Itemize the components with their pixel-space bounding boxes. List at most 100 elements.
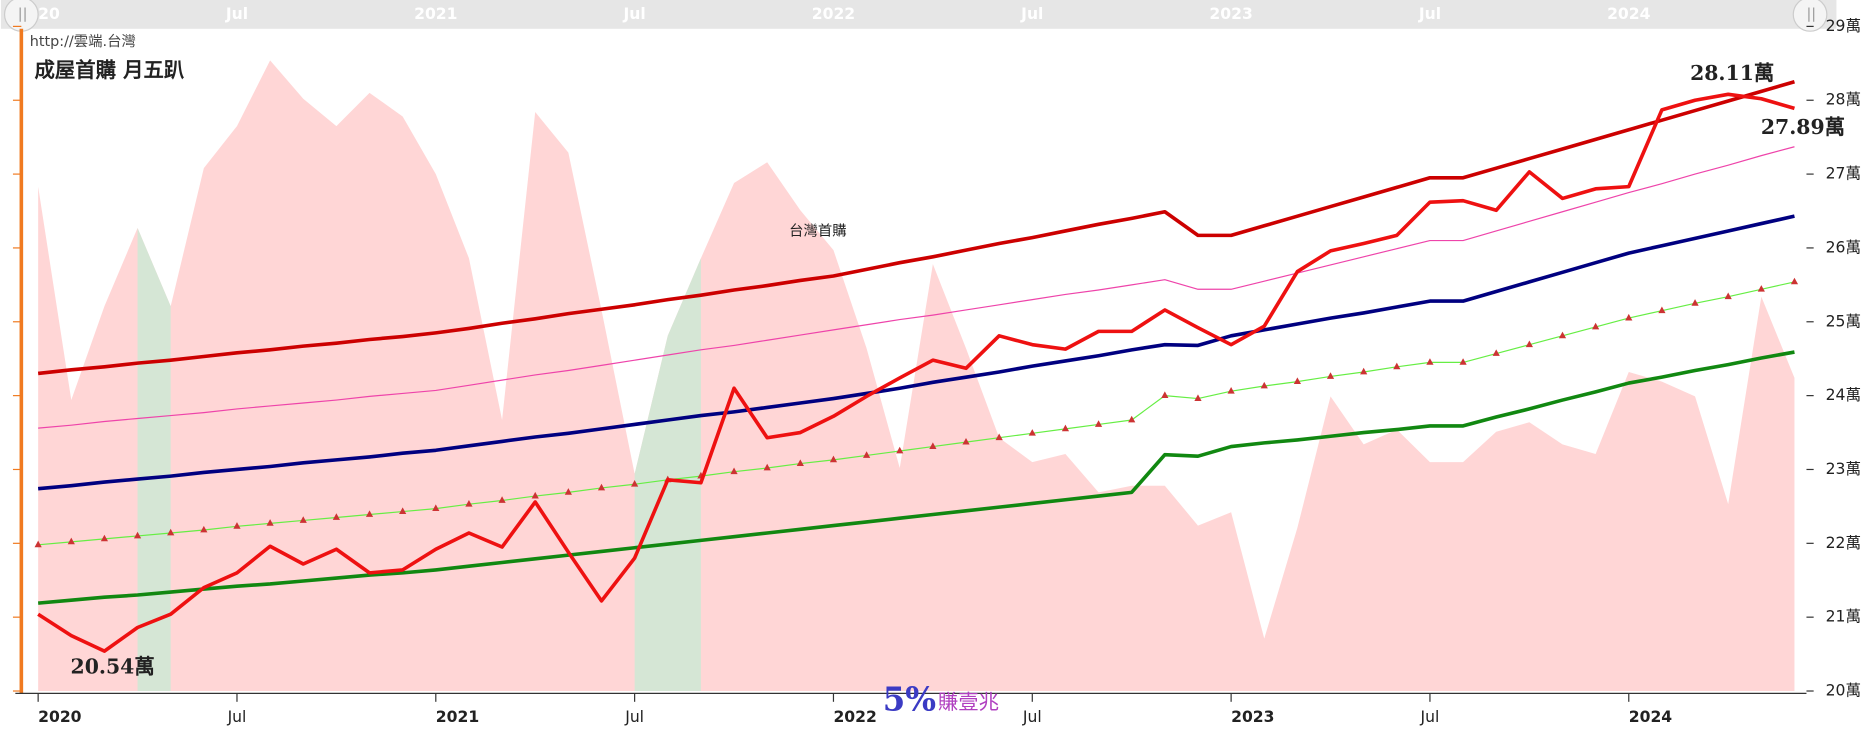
marker bbox=[299, 516, 307, 523]
marker bbox=[1790, 277, 1799, 285]
x-tick-label: Jul bbox=[227, 708, 247, 726]
marker bbox=[365, 510, 374, 517]
watermark: 5% bbox=[883, 680, 936, 718]
line bbox=[38, 281, 1795, 546]
marker bbox=[1592, 322, 1600, 330]
area bbox=[634, 258, 701, 692]
navigator-handle[interactable] bbox=[1792, 0, 1828, 32]
marker bbox=[67, 537, 75, 545]
y-tick-label: 24萬 bbox=[1826, 386, 1861, 404]
handle-grip: || bbox=[18, 6, 28, 22]
marker bbox=[465, 499, 473, 507]
marker bbox=[1625, 313, 1633, 321]
marker bbox=[730, 467, 738, 475]
marker bbox=[1128, 415, 1136, 423]
navigator-label: Jul bbox=[1418, 5, 1441, 23]
x-tick-label: Jul bbox=[1420, 708, 1440, 726]
marker bbox=[100, 534, 109, 542]
x-tick-label: 2023 bbox=[1231, 708, 1274, 726]
marker bbox=[1161, 391, 1169, 399]
navigator-label: 2021 bbox=[414, 5, 457, 23]
annotation: 28.11萬 bbox=[1690, 61, 1774, 85]
area bbox=[38, 60, 1795, 692]
marker bbox=[896, 446, 904, 454]
marker bbox=[1293, 377, 1301, 384]
navigator-label: Jul bbox=[623, 5, 646, 23]
marker bbox=[631, 480, 639, 487]
axes: 20萬 21萬 22萬 23萬 24萬 25萬 26萬 27萬 28萬 29萬 2020 Jul 202… bbox=[12, 17, 1861, 726]
marker bbox=[962, 437, 970, 445]
line bbox=[37, 92, 1795, 653]
marker bbox=[167, 528, 175, 536]
marker bbox=[1194, 394, 1202, 401]
plot-area bbox=[34, 60, 1799, 692]
marker bbox=[1724, 292, 1732, 300]
navigator[interactable] bbox=[0, 0, 1837, 29]
marker bbox=[233, 522, 241, 529]
marker bbox=[564, 488, 572, 495]
marker bbox=[1691, 299, 1699, 306]
x-tick-label: 2020 bbox=[38, 708, 82, 726]
y-tick-label: 28萬 bbox=[1826, 91, 1861, 109]
y-tick-label: 22萬 bbox=[1826, 534, 1861, 552]
marker bbox=[763, 463, 771, 471]
source: http://雲端.台灣 bbox=[30, 33, 136, 50]
navigator-label: Jul bbox=[1020, 5, 1043, 23]
annotation: 20.54萬 bbox=[71, 655, 155, 679]
marker bbox=[1360, 367, 1368, 375]
series-label: 台灣首購 bbox=[789, 223, 847, 240]
marker bbox=[1459, 358, 1467, 365]
y-tick-label: 23萬 bbox=[1826, 460, 1861, 478]
x-tick-label: Jul bbox=[624, 708, 644, 726]
chart-title: 成屋首購 月五趴 bbox=[35, 58, 185, 82]
marker bbox=[597, 483, 606, 491]
marker bbox=[1028, 429, 1036, 436]
y-tick-label: 29萬 bbox=[1826, 17, 1861, 35]
marker bbox=[1094, 420, 1103, 427]
y-tick-label: 21萬 bbox=[1826, 608, 1861, 626]
marker bbox=[1227, 386, 1235, 394]
x-tick-label: Jul bbox=[1022, 708, 1042, 726]
marker bbox=[862, 451, 871, 458]
line bbox=[37, 350, 1795, 605]
marker bbox=[1426, 358, 1434, 365]
marker bbox=[1525, 340, 1533, 348]
marker bbox=[34, 540, 42, 548]
marker bbox=[133, 531, 142, 539]
y-tick-label: 27萬 bbox=[1826, 165, 1861, 183]
marker bbox=[1492, 349, 1500, 356]
navigator-label: 2024 bbox=[1607, 5, 1651, 23]
x-tick-label: 2022 bbox=[833, 708, 876, 726]
marker bbox=[266, 519, 274, 526]
x-tick-label: 2024 bbox=[1629, 708, 1673, 726]
x-tick-label: 2021 bbox=[436, 708, 479, 726]
line bbox=[37, 80, 1795, 376]
marker bbox=[200, 525, 208, 533]
navigator-label: 2023 bbox=[1209, 5, 1252, 23]
marker bbox=[432, 504, 440, 512]
marker bbox=[796, 459, 804, 466]
marker bbox=[399, 507, 407, 514]
marker bbox=[1326, 372, 1335, 379]
area bbox=[137, 227, 171, 692]
marker bbox=[531, 491, 539, 499]
marker bbox=[1393, 362, 1401, 370]
y-tick-label: 25萬 bbox=[1826, 312, 1861, 330]
marker bbox=[498, 496, 506, 503]
marker bbox=[829, 455, 838, 463]
y-tick-label: 20萬 bbox=[1826, 682, 1861, 700]
annotation: 27.89萬 bbox=[1761, 115, 1845, 139]
marker bbox=[1757, 285, 1765, 292]
watermark: 賺壹兆 bbox=[938, 690, 999, 714]
marker bbox=[995, 433, 1003, 441]
marker bbox=[332, 513, 340, 520]
navigator-label: Jul bbox=[225, 5, 248, 23]
line bbox=[37, 214, 1795, 491]
y-tick-label: 26萬 bbox=[1826, 238, 1861, 256]
marker bbox=[1061, 424, 1070, 432]
handle-grip: || bbox=[1806, 6, 1816, 22]
navigator-label: 2022 bbox=[812, 5, 855, 23]
marker bbox=[929, 442, 937, 449]
